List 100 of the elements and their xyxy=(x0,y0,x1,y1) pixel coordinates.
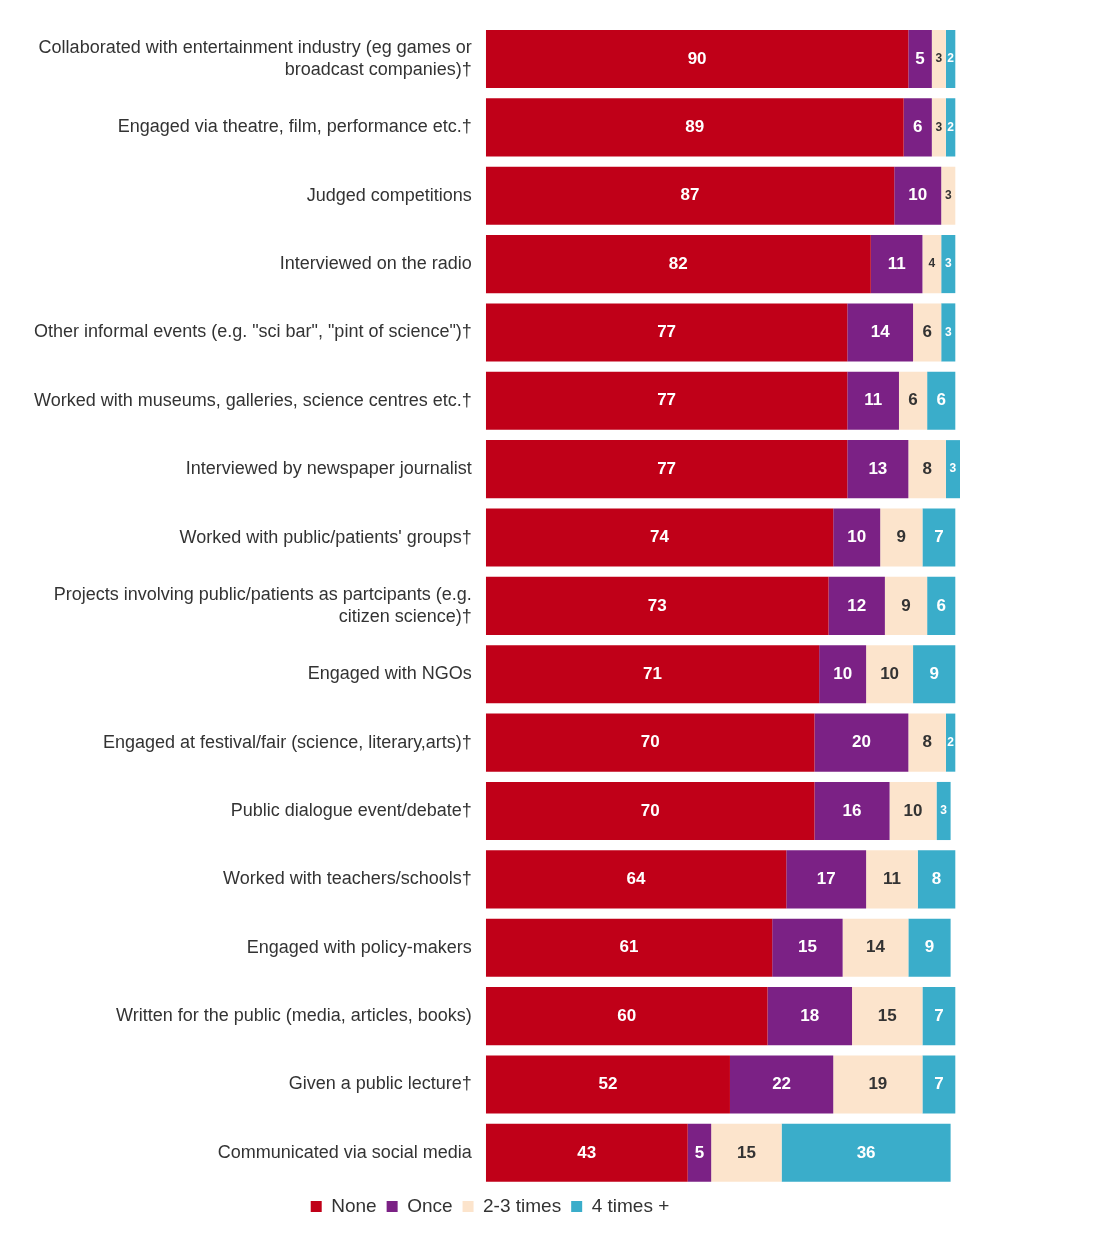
bar xyxy=(711,1123,782,1182)
data-label: 20 xyxy=(851,732,871,752)
bar xyxy=(485,987,768,1046)
bar xyxy=(485,918,773,977)
bar xyxy=(687,1123,712,1182)
data-label: 13 xyxy=(868,458,888,478)
data-label: 3 xyxy=(944,188,952,203)
data-label: 3 xyxy=(949,461,957,476)
data-label: 9 xyxy=(896,527,907,547)
bar xyxy=(941,166,956,225)
data-label: 6 xyxy=(922,322,932,342)
bar xyxy=(485,781,815,841)
data-label: 74 xyxy=(650,527,670,547)
data-label: 11 xyxy=(864,390,883,410)
data-label: 3 xyxy=(940,803,948,818)
legend-label: None xyxy=(331,1194,377,1216)
y-tick-label: Collaborated with entertainment industry (eg games or broadcast companies)† xyxy=(38,37,472,79)
data-label: 36 xyxy=(856,1142,876,1162)
bar xyxy=(908,713,946,772)
data-label: 15 xyxy=(736,1142,756,1162)
bar xyxy=(894,166,942,225)
bar xyxy=(908,918,951,977)
bar xyxy=(847,440,909,499)
bar xyxy=(908,29,932,89)
data-label: 77 xyxy=(657,390,677,410)
bar xyxy=(927,371,956,430)
data-label: 70 xyxy=(640,732,660,752)
bar xyxy=(828,576,885,635)
bar xyxy=(485,440,848,499)
data-label: 18 xyxy=(800,1005,820,1025)
y-tick-label: Projects involving public/patients as partcipants (e.g. citizen science)† xyxy=(53,584,472,626)
data-label: 9 xyxy=(901,595,911,615)
data-label: 61 xyxy=(619,937,639,957)
data-label: 71 xyxy=(643,663,662,683)
bar xyxy=(485,29,909,89)
legend-label: 2-3 times xyxy=(483,1194,562,1216)
y-tick-label: Worked with teachers/schools† xyxy=(223,868,472,889)
data-label: 10 xyxy=(880,663,900,683)
data-label: 64 xyxy=(626,869,647,889)
bar xyxy=(781,1123,951,1182)
bar xyxy=(485,576,829,635)
data-label: 82 xyxy=(668,253,688,273)
bar xyxy=(847,303,914,362)
data-label: 9 xyxy=(924,937,935,957)
y-tick-label: Worked with public/patients' groups† xyxy=(179,526,472,547)
bar xyxy=(927,576,956,635)
bar xyxy=(485,371,848,430)
bar xyxy=(922,235,942,294)
bar xyxy=(485,713,815,772)
bar xyxy=(898,371,928,430)
y-tick-label: Engaged at festival/fair (science, literary,arts)† xyxy=(103,731,472,752)
bar xyxy=(847,371,899,430)
data-label: 10 xyxy=(847,527,867,547)
bar xyxy=(866,645,914,704)
bar xyxy=(772,918,843,977)
data-label: 43 xyxy=(577,1142,597,1162)
legend-label: 4 times + xyxy=(591,1194,670,1216)
y-tick-label: Worked with museums, galleries, science centres etc.† xyxy=(33,389,472,410)
bar xyxy=(814,781,890,841)
data-label: 3 xyxy=(935,51,943,66)
data-label: 10 xyxy=(908,185,928,205)
bar xyxy=(485,645,820,704)
data-label: 2 xyxy=(947,734,955,749)
data-label: 60 xyxy=(617,1005,637,1025)
data-label: 15 xyxy=(797,937,817,957)
bar xyxy=(908,440,946,499)
data-label: 8 xyxy=(922,732,932,752)
bar xyxy=(842,918,909,977)
data-label: 22 xyxy=(772,1074,792,1094)
data-label: 9 xyxy=(929,663,939,683)
bar xyxy=(941,303,956,362)
data-label: 10 xyxy=(903,800,923,820)
data-label: 87 xyxy=(680,185,700,205)
bar xyxy=(485,235,871,294)
data-label: 16 xyxy=(842,800,862,820)
data-label: 52 xyxy=(598,1074,618,1094)
data-label: 11 xyxy=(882,869,901,889)
data-label: 6 xyxy=(936,595,946,615)
data-label: 6 xyxy=(908,390,918,410)
bar xyxy=(814,713,909,772)
y-tick-label: Communicated via social media xyxy=(217,1141,473,1162)
data-label: 19 xyxy=(868,1074,888,1094)
bar xyxy=(485,850,787,909)
bar xyxy=(913,303,942,362)
bar xyxy=(936,781,951,841)
bar xyxy=(819,645,867,704)
bar xyxy=(870,235,923,294)
bar xyxy=(866,850,918,909)
bar xyxy=(880,508,923,567)
data-label: 3 xyxy=(935,119,943,134)
bar xyxy=(941,235,956,294)
legend-label: Once xyxy=(407,1194,453,1216)
bar xyxy=(485,1123,688,1182)
bar xyxy=(922,1055,956,1114)
bar xyxy=(913,645,956,704)
data-label: 6 xyxy=(913,117,923,137)
data-label: 4 xyxy=(928,256,936,271)
data-label: 11 xyxy=(887,253,906,273)
bar xyxy=(833,1055,923,1114)
bar xyxy=(922,987,956,1046)
